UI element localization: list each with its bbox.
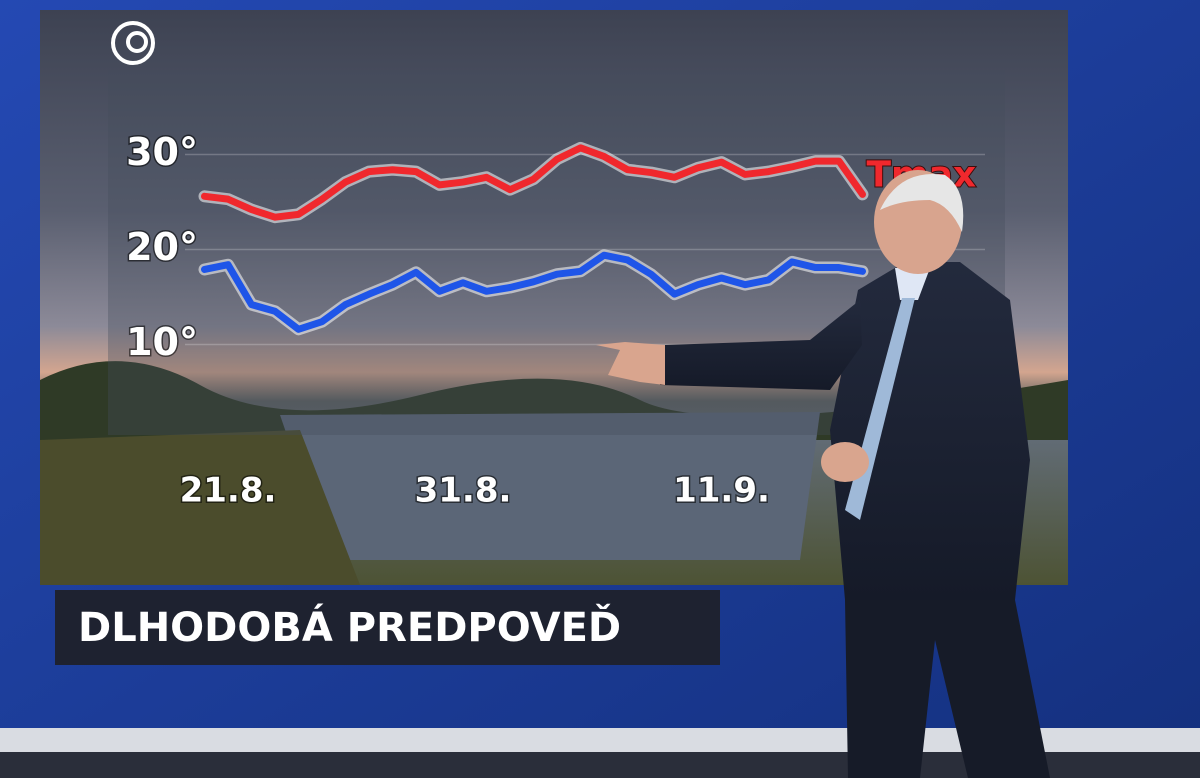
x-tick-label: 31.8. [415,471,512,511]
series-line [201,251,866,333]
y-tick-label: 20° [126,225,198,269]
chart-title: DLHODOBÁ PREDPOVEĎ [78,603,621,651]
x-tick-label: 11.9. [673,471,770,511]
y-tick-label: 30° [126,130,198,174]
shore [40,430,360,585]
channel-logo [111,21,155,65]
presenter [596,170,1050,778]
y-tick-label: 10° [126,320,198,364]
lake [280,412,820,560]
title-banner [55,590,720,665]
series-line [201,144,866,221]
x-tick-label: 21.8. [180,471,277,511]
